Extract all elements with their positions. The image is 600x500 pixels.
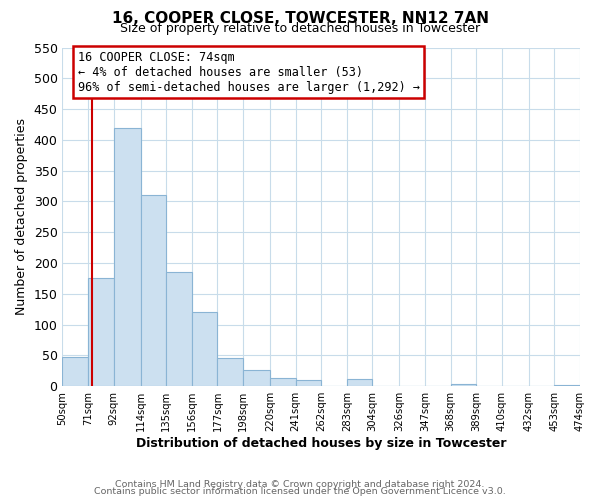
Text: Size of property relative to detached houses in Towcester: Size of property relative to detached ho…: [120, 22, 480, 35]
Bar: [347, 380, 373, 386]
Bar: [88, 278, 113, 386]
Bar: [62, 358, 88, 386]
Bar: [217, 358, 243, 386]
Bar: [243, 370, 270, 386]
Text: 16 COOPER CLOSE: 74sqm
← 4% of detached houses are smaller (53)
96% of semi-deta: 16 COOPER CLOSE: 74sqm ← 4% of detached …: [77, 50, 419, 94]
Text: Contains public sector information licensed under the Open Government Licence v3: Contains public sector information licen…: [94, 487, 506, 496]
Text: 16, COOPER CLOSE, TOWCESTER, NN12 7AN: 16, COOPER CLOSE, TOWCESTER, NN12 7AN: [112, 11, 488, 26]
Bar: [554, 385, 580, 386]
Text: Contains HM Land Registry data © Crown copyright and database right 2024.: Contains HM Land Registry data © Crown c…: [115, 480, 485, 489]
Bar: [166, 272, 192, 386]
Bar: [270, 378, 296, 386]
X-axis label: Distribution of detached houses by size in Towcester: Distribution of detached houses by size …: [136, 437, 506, 450]
Bar: [140, 196, 166, 386]
Y-axis label: Number of detached properties: Number of detached properties: [15, 118, 28, 316]
Bar: [113, 128, 140, 386]
Bar: [451, 384, 476, 386]
Bar: [192, 312, 217, 386]
Bar: [296, 380, 321, 386]
